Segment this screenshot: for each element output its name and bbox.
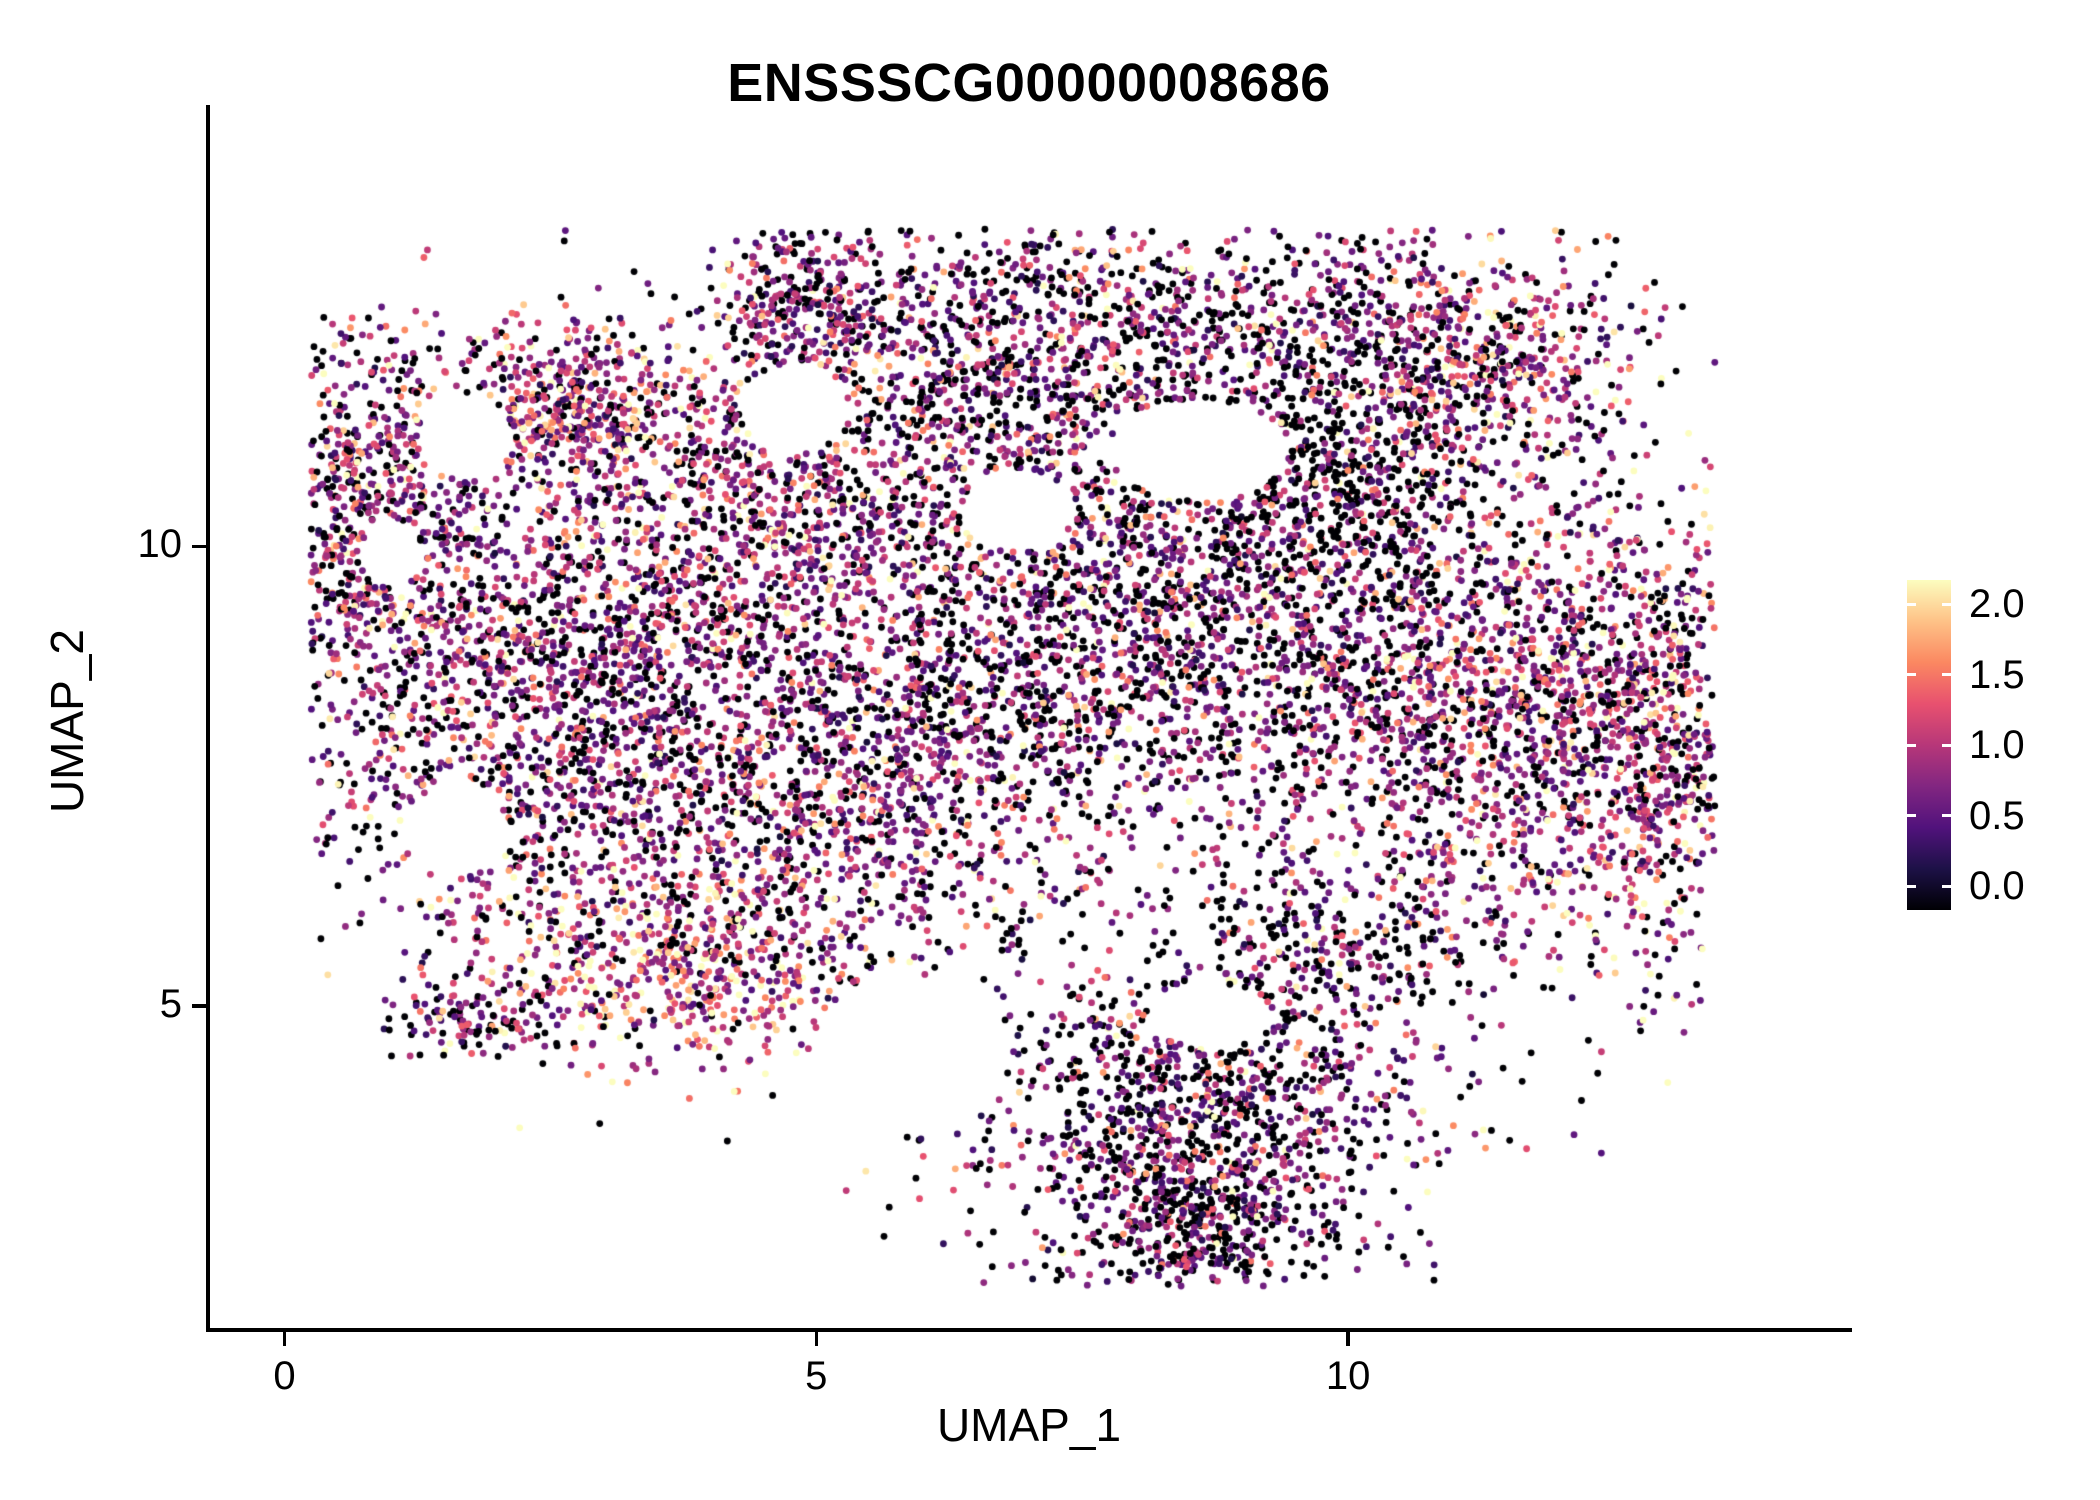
legend-tick-label: 2.0 [1969, 582, 2025, 626]
colorbar-tick-left [1907, 602, 1916, 606]
y-tick-label: 5 [159, 982, 182, 1027]
colorbar-tick-right [1942, 814, 1951, 817]
scatter-points-canvas [210, 105, 1848, 1328]
x-tick-mark [814, 1330, 819, 1346]
expression-colorbar [1907, 580, 1951, 910]
x-tick-mark [1346, 1330, 1350, 1346]
x-tick-label: 0 [273, 1354, 296, 1398]
colorbar-tick-right [1942, 673, 1951, 676]
y-axis-line [206, 105, 210, 1332]
y-tick-mark [192, 544, 208, 549]
y-tick-label: 10 [137, 522, 183, 567]
legend-tick-label: 0.5 [1969, 793, 2025, 838]
colorbar-tick-right [1942, 743, 1951, 747]
y-axis-title: UMAP_2 [41, 628, 93, 814]
x-tick-label: 5 [805, 1354, 828, 1398]
legend-tick-label: 0.0 [1969, 864, 2025, 908]
x-axis-line [206, 1328, 1852, 1332]
colorbar-tick-left [1907, 673, 1916, 676]
legend-tick-label: 1.0 [1969, 723, 2025, 767]
x-tick-mark [282, 1330, 287, 1346]
x-axis-title: UMAP_1 [936, 1399, 1122, 1451]
colorbar-tick-left [1907, 884, 1916, 888]
plot-title: ENSSSCG00000008686 [727, 53, 1331, 113]
colorbar-tick-right [1942, 602, 1951, 606]
colorbar-tick-left [1907, 814, 1916, 817]
colorbar-tick-left [1907, 743, 1916, 747]
x-tick-label: 10 [1325, 1354, 1371, 1398]
y-tick-mark [192, 1004, 208, 1008]
legend-tick-label: 1.5 [1969, 652, 2025, 697]
colorbar-tick-right [1942, 884, 1951, 888]
